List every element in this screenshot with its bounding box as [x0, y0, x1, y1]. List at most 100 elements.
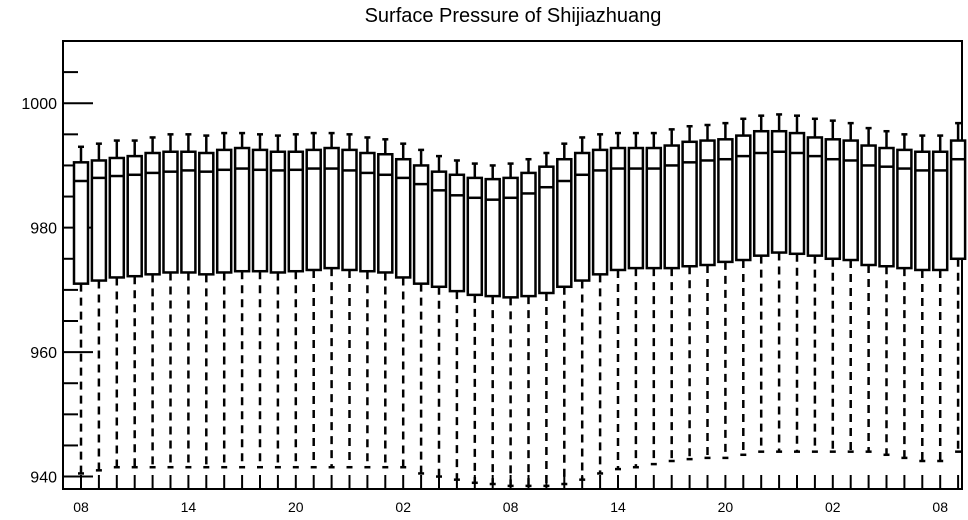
box-iqr	[627, 146, 645, 270]
box-8	[215, 131, 233, 469]
box-18	[394, 142, 412, 469]
box-iqr	[806, 136, 824, 257]
box-30	[609, 131, 627, 471]
box-iqr	[233, 146, 251, 273]
box-iqr	[502, 176, 519, 299]
box-iqr	[305, 148, 322, 272]
box-6	[180, 133, 197, 469]
y-tick-label: 940	[30, 470, 57, 487]
box-31	[627, 131, 645, 469]
box-iqr	[914, 150, 931, 272]
box-19	[412, 148, 430, 475]
box-iqr	[180, 150, 197, 274]
x-tick-label: 14	[610, 499, 626, 515]
box-37	[735, 117, 752, 457]
x-tick-label: 14	[181, 499, 197, 515]
y-tick-label: 1000	[21, 96, 57, 113]
y-tick-label: 960	[30, 345, 57, 362]
box-iqr	[215, 148, 233, 274]
box-iqr	[770, 129, 788, 254]
box-48	[931, 134, 949, 463]
box-iqr	[341, 148, 358, 272]
box-iqr	[484, 177, 501, 298]
box-iqr	[949, 139, 967, 261]
box-iqr	[269, 150, 287, 274]
box-iqr	[735, 134, 752, 262]
box-iqr	[90, 159, 108, 282]
box-9	[233, 131, 251, 469]
box-iqr	[448, 173, 466, 293]
box-17	[377, 138, 394, 469]
box-iqr	[573, 151, 591, 282]
box-23	[484, 164, 501, 486]
y-tick-label: 980	[30, 221, 57, 238]
box-iqr	[931, 150, 949, 272]
box-iqr	[251, 148, 269, 273]
box-3	[126, 139, 143, 469]
box-iqr	[788, 131, 806, 256]
box-42	[824, 119, 842, 453]
box-iqr	[824, 138, 842, 261]
box-16	[359, 136, 376, 469]
box-iqr	[72, 161, 90, 285]
box-iqr	[681, 140, 698, 268]
box-21	[448, 159, 466, 481]
box-35	[699, 123, 716, 460]
box-iqr	[377, 152, 394, 274]
x-tick-label: 08	[73, 499, 89, 515]
box-2	[108, 139, 126, 469]
x-tick-label: 08	[503, 499, 519, 515]
box-15	[341, 133, 358, 469]
chart-title: Surface Pressure of Shijiazhuang	[365, 5, 662, 27]
box-iqr	[896, 148, 913, 270]
box-13	[305, 131, 322, 469]
box-iqr	[198, 151, 215, 276]
box-iqr	[645, 146, 663, 270]
box-1	[90, 142, 108, 472]
box-28	[573, 136, 591, 481]
box-44	[860, 126, 877, 453]
box-iqr	[609, 146, 627, 272]
box-47	[914, 134, 931, 463]
box-iqr	[717, 138, 734, 264]
box-5	[162, 133, 179, 469]
box-46	[896, 133, 913, 460]
box-iqr	[108, 156, 126, 279]
box-iqr	[556, 157, 573, 289]
box-iqr	[520, 171, 537, 298]
box-14	[323, 131, 340, 469]
box-iqr	[359, 151, 376, 273]
box-iqr	[466, 176, 484, 297]
box-26	[538, 151, 555, 488]
box-iqr	[323, 146, 340, 270]
box-iqr	[538, 165, 555, 295]
box-49	[949, 121, 967, 453]
box-iqr	[394, 157, 412, 279]
box-24	[502, 162, 519, 488]
x-tick-label: 20	[718, 499, 734, 515]
box-iqr	[878, 146, 895, 268]
box-38	[752, 114, 770, 453]
box-iqr	[842, 139, 859, 262]
box-0	[72, 145, 90, 475]
box-iqr	[144, 151, 161, 276]
box-iqr	[860, 144, 877, 267]
box-36	[717, 121, 734, 460]
box-32	[645, 131, 663, 466]
x-tick-label: 02	[825, 499, 841, 515]
box-43	[842, 121, 859, 453]
box-10	[251, 133, 269, 469]
x-tick-label: 02	[395, 499, 411, 515]
box-29	[591, 133, 609, 475]
x-tick-label: 08	[932, 499, 948, 515]
box-iqr	[287, 150, 305, 273]
x-axis: 08 14 20 02 08 14 20 02 08	[73, 475, 960, 515]
box-iqr	[663, 144, 680, 270]
box-7	[198, 134, 215, 469]
box-41	[806, 117, 824, 453]
box-12	[287, 133, 305, 469]
box-iqr	[126, 154, 143, 278]
box-45	[878, 129, 895, 457]
box-22	[466, 162, 484, 485]
box-iqr	[752, 129, 770, 257]
